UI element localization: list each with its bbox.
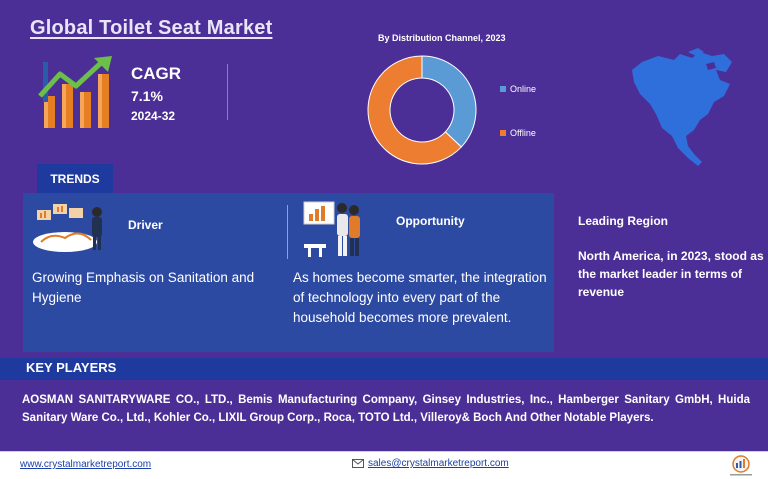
email-link[interactable]: sales@crystalmarketreport.com	[368, 458, 509, 469]
key-players-bar	[0, 358, 768, 380]
donut-slice-online	[421, 55, 477, 148]
driver-illustration-icon	[33, 204, 102, 252]
legend-swatch-offline	[500, 130, 506, 136]
key-players-title: KEY PLAYERS	[26, 360, 117, 375]
footer: www.crystalmarketreport.com sales@crysta…	[0, 451, 768, 479]
driver-text: Growing Emphasis on Sanitation and Hygie…	[32, 270, 255, 305]
brand-logo-icon	[730, 455, 752, 476]
north-america-map-icon	[632, 48, 732, 166]
opportunity-illustration-icon	[303, 201, 360, 257]
page-title: Global Toilet Seat Market	[30, 17, 273, 39]
cagr-period: 2024-32	[131, 109, 176, 123]
website-link[interactable]: www.crystalmarketreport.com	[20, 459, 152, 470]
trends-panel	[23, 193, 554, 352]
chart-title: By Distribution Channel, 2023	[378, 33, 506, 43]
legend-label-offline: Offline	[510, 128, 536, 138]
mail-icon	[352, 459, 364, 468]
leading-region-title: Leading Region	[578, 214, 668, 228]
legend-swatch-online	[500, 86, 506, 92]
trends-divider	[287, 205, 288, 259]
driver-title: Driver	[128, 218, 163, 232]
infographic-canvas: Global Toilet Seat Market CAGR 7.1% 2024…	[0, 0, 768, 451]
divider	[227, 64, 228, 120]
opportunity-text: As homes become smarter, the integration…	[293, 270, 547, 325]
key-players-text: AOSMAN SANITARYWARE CO., LTD., Bemis Man…	[22, 394, 750, 424]
trends-tab: TRENDS	[37, 164, 113, 193]
email-contact: sales@crystalmarketreport.com	[352, 458, 509, 469]
growth-chart-icon	[38, 56, 112, 128]
legend-label-online: Online	[510, 84, 537, 94]
cagr-label: CAGR	[131, 64, 182, 83]
legend-item-online: Online	[500, 84, 536, 94]
legend-item-offline: Offline	[500, 128, 536, 138]
opportunity-title: Opportunity	[396, 214, 465, 228]
cagr-value: 7.1%	[131, 88, 163, 104]
donut-slice-offline	[367, 55, 463, 165]
distribution-donut-chart	[367, 55, 477, 165]
leading-region-text: North America, in 2023, stood as the mar…	[578, 249, 764, 299]
